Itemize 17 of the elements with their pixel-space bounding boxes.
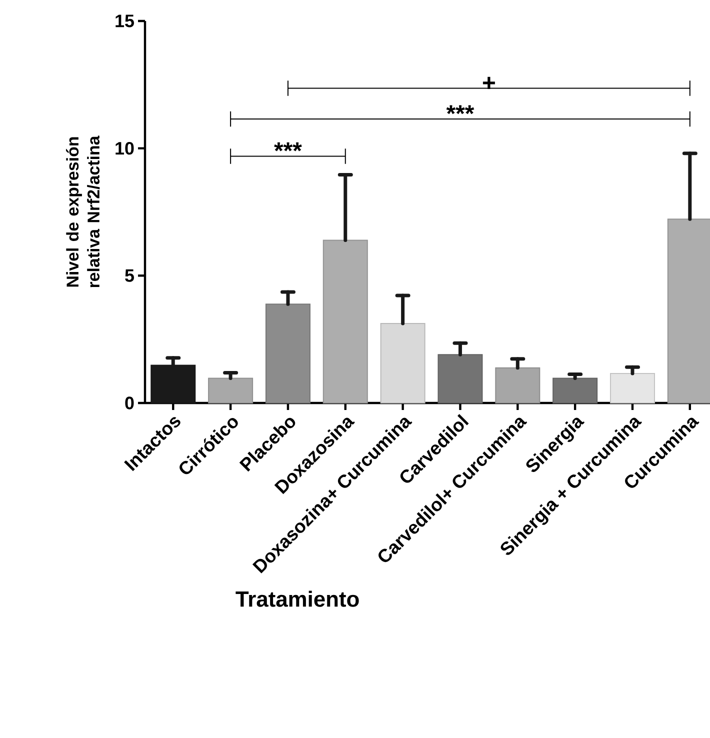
- bar: [610, 372, 655, 404]
- y-tick-label: 5: [125, 269, 134, 282]
- annotation: ***: [274, 142, 302, 152]
- annotation: ***: [446, 105, 474, 114]
- bar: [322, 240, 368, 404]
- bar: [208, 378, 254, 404]
- bar: [265, 304, 310, 404]
- bar: [495, 367, 540, 404]
- y-tick-label: 15: [116, 14, 134, 28]
- annotation: +: [482, 76, 495, 89]
- y-tick-label: 10: [116, 142, 134, 155]
- y-axis-title: Nivel de expresión relativa Nrf2/actina: [66, 136, 100, 288]
- x-axis-title: Tratamiento: [236, 590, 359, 607]
- bar: [552, 378, 598, 404]
- bar: [438, 354, 483, 404]
- bar: [380, 323, 426, 404]
- y-tick-label: 0: [125, 396, 134, 410]
